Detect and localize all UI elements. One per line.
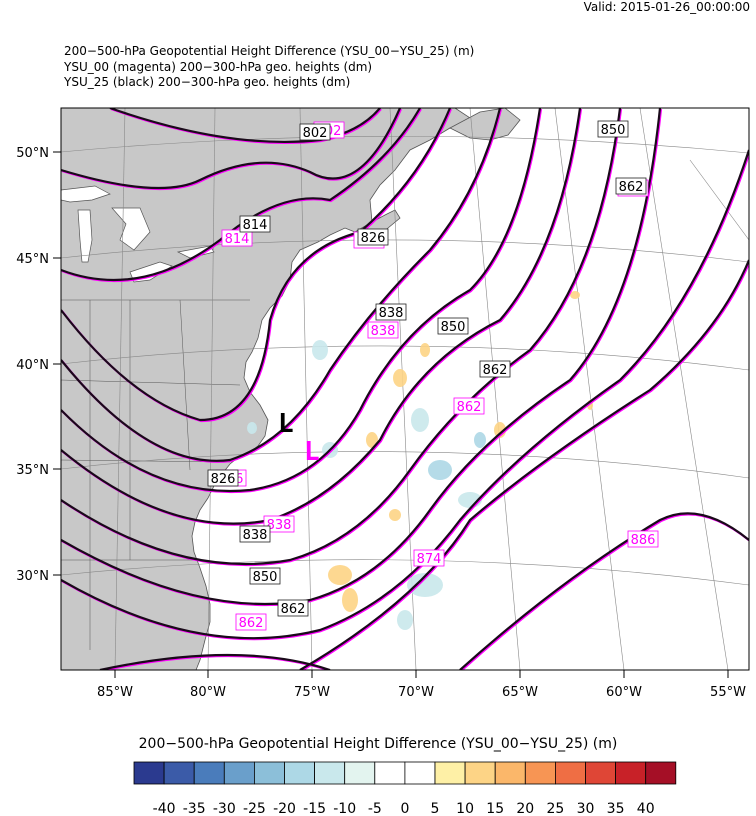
contour-label-black: 814 (239, 215, 271, 233)
contour-label-magenta: 838 (367, 321, 399, 339)
contour-label-black: 850 (249, 567, 281, 585)
svg-text:850: 850 (601, 123, 626, 138)
svg-text:838: 838 (267, 518, 292, 533)
contour-label-magenta: 814 (221, 229, 253, 247)
svg-text:874: 874 (417, 552, 442, 567)
black-contour-labels: 802 814 826 838 850 862 826 838 850 862 … (207, 120, 647, 617)
svg-text:838: 838 (243, 528, 268, 543)
title-magenta: YSU_00 (magenta) 200−300-hPa geo. height… (64, 59, 373, 74)
lake-superior (61, 185, 111, 203)
lat-label: 50°N (16, 146, 49, 161)
land-newfoundland (449, 108, 521, 141)
contour-label-black: 802 (299, 123, 331, 141)
contour-label-magenta: 862 (453, 397, 485, 415)
contour-label-black: 838 (239, 525, 271, 543)
land-north-america (61, 108, 496, 670)
svg-text:838: 838 (371, 324, 396, 339)
lat-label: 45°N (16, 252, 49, 267)
svg-text:814: 814 (225, 232, 250, 247)
contour-label-magenta: 862 (235, 613, 267, 631)
lat-label: 30°N (16, 569, 49, 584)
contour-label-magenta: 874 (413, 549, 445, 567)
lat-labels: 50°N 45°N 40°N 35°N 30°N (16, 146, 49, 584)
lon-label: 65°W (502, 685, 538, 700)
svg-text:886: 886 (631, 533, 656, 548)
low-marker-magenta: L (304, 437, 320, 467)
lon-label: 85°W (97, 685, 133, 700)
lon-label: 70°W (398, 685, 434, 700)
lon-label: 80°W (190, 685, 226, 700)
title-black: YSU_25 (black) 200−300-hPa geo. heights … (64, 75, 351, 89)
svg-text:862: 862 (457, 400, 482, 415)
axis-ticks (53, 151, 729, 678)
contour-label-black: 850 (597, 120, 629, 138)
contour-label-black: 826 (357, 228, 389, 246)
colorbar-title: 200−500-hPa Geopotential Height Differen… (138, 736, 618, 752)
svg-text:826: 826 (211, 472, 236, 487)
contour-label-magenta: 886 (627, 530, 659, 548)
contours (61, 108, 749, 670)
contour-label-black: 826 (207, 469, 239, 487)
lon-label: 75°W (294, 685, 330, 700)
lat-label: 35°N (16, 463, 49, 478)
svg-text:850: 850 (253, 570, 278, 585)
contour-label-black: 862 (479, 360, 511, 378)
low-marker-black: L (278, 409, 294, 439)
svg-text:826: 826 (361, 231, 386, 246)
svg-text:850: 850 (441, 320, 466, 335)
svg-text:862: 862 (619, 180, 644, 195)
lon-labels: 85°W 80°W 75°W 70°W 65°W 60°W 55°W (97, 685, 746, 700)
svg-text:862: 862 (483, 363, 508, 378)
map-frame (60, 107, 750, 671)
svg-text:814: 814 (243, 218, 268, 233)
title-difference: 200−500-hPa Geopotential Height Differen… (64, 44, 475, 58)
lon-label: 55°W (710, 685, 746, 700)
lat-label: 40°N (16, 358, 49, 373)
contour-label-black: 862 (277, 599, 309, 617)
lake-michigan-huron (77, 207, 151, 263)
contour-label-black: 838 (375, 303, 407, 321)
contour-label-magenta: 838 (263, 515, 295, 533)
svg-text:862: 862 (281, 602, 306, 617)
svg-text:838: 838 (379, 306, 404, 321)
plot-titles: 200−500-hPa Geopotential Height Differen… (64, 44, 474, 91)
lon-label: 60°W (606, 685, 642, 700)
contour-label-black: 862 (615, 177, 647, 195)
valid-time: Valid: 2015-01-26_00:00:00 (583, 0, 750, 14)
svg-text:802: 802 (303, 126, 328, 141)
svg-text:862: 862 (239, 616, 264, 631)
contour-label-black: 850 (437, 317, 469, 335)
